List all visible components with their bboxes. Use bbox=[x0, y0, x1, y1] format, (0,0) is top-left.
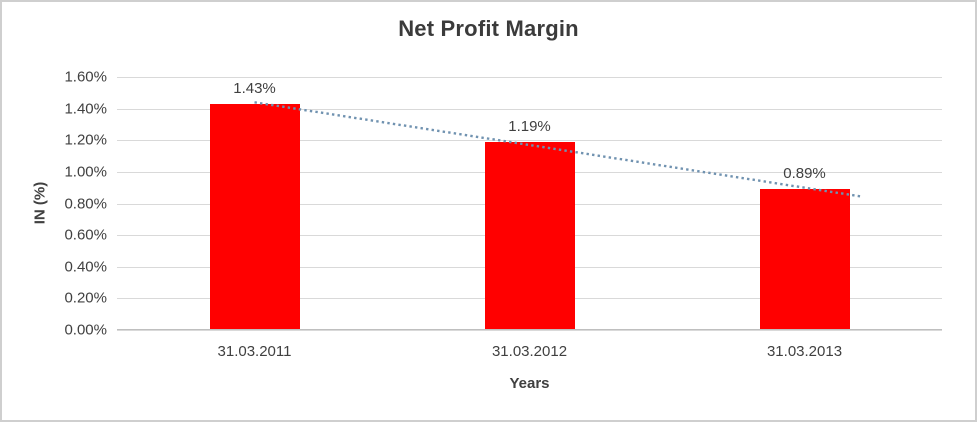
chart-title: Net Profit Margin bbox=[398, 16, 579, 41]
bar-31.03.2011 bbox=[209, 103, 300, 330]
y-tick-label: 1.40% bbox=[64, 100, 107, 118]
x-tick-label: 31.03.2013 bbox=[766, 343, 843, 360]
y-tick-label: 1.60% bbox=[64, 68, 107, 86]
y-tick-label: 0.60% bbox=[64, 226, 107, 244]
x-axis-title: Years bbox=[509, 375, 550, 392]
plot-area: 1.43% 1.19% 0.89% bbox=[117, 77, 942, 331]
gridline bbox=[117, 330, 942, 331]
y-tick-label: 1.20% bbox=[64, 131, 107, 149]
y-tick-label: 0.80% bbox=[64, 195, 107, 212]
y-tick-label: 0.40% bbox=[64, 258, 107, 276]
bar-value-label: 1.43% bbox=[233, 79, 276, 97]
bar-31.03.2012 bbox=[484, 141, 575, 330]
x-axis-line bbox=[117, 329, 942, 330]
bar-31.03.2013 bbox=[759, 189, 850, 330]
gridline bbox=[117, 77, 942, 78]
bar-value-label: 1.19% bbox=[508, 117, 551, 135]
bar-value-label: 0.89% bbox=[783, 165, 826, 183]
y-tick-label: 0.20% bbox=[64, 289, 107, 307]
x-axis-tick-labels: 31.03.2011 31.03.2012 31.03.2013 bbox=[117, 343, 942, 363]
y-axis-tick-labels: 0.00% 0.20% 0.40% 0.60% 0.80% 1.00% 1.20% 1.40%… bbox=[2, 69, 107, 339]
y-tick-label: 1.00% bbox=[64, 163, 107, 181]
x-tick-label: 31.03.2012 bbox=[491, 343, 568, 360]
y-tick-label: 0.00% bbox=[64, 321, 107, 339]
x-tick-label: 31.03.2011 bbox=[217, 343, 292, 360]
